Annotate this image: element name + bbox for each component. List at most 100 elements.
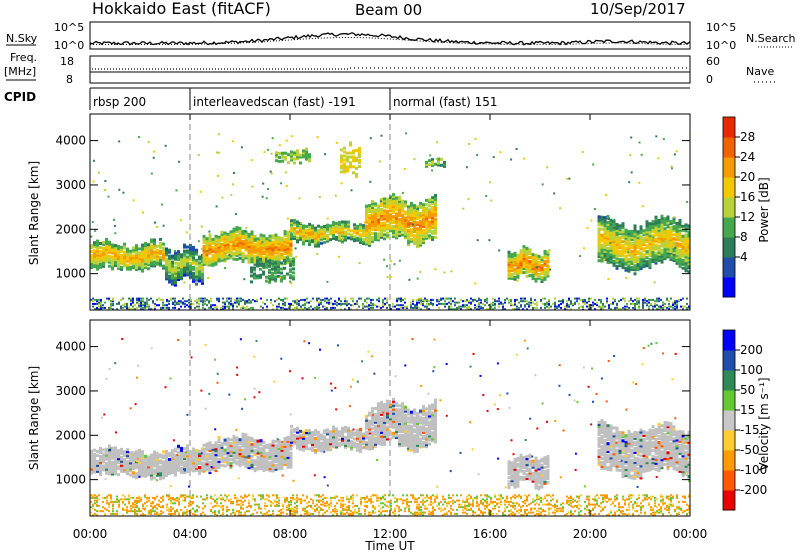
power-cell — [419, 203, 422, 207]
power-cell — [525, 246, 529, 250]
velocity-cell — [156, 467, 159, 471]
power-cell — [250, 256, 254, 260]
power-cell — [128, 297, 130, 300]
power-cell — [340, 164, 343, 168]
power-cell — [420, 302, 422, 305]
power-cell — [684, 261, 688, 265]
power-cell — [512, 304, 514, 307]
power-cell — [168, 276, 171, 280]
power-cell — [108, 246, 111, 250]
power-cell — [308, 153, 311, 157]
power-cell — [229, 234, 233, 238]
power-cell — [214, 250, 218, 254]
power-cell — [422, 298, 424, 301]
power-cell — [553, 192, 556, 195]
power-cell — [612, 253, 616, 257]
power-cell — [362, 228, 365, 232]
y-tick-label: 2000 — [55, 222, 86, 236]
velocity-cell — [174, 459, 177, 463]
power-cell — [624, 262, 628, 266]
power-cell — [104, 306, 106, 309]
power-cell — [612, 263, 616, 267]
velocity-cell — [250, 448, 254, 452]
power-cell — [195, 252, 198, 256]
power-cell — [537, 274, 541, 278]
power-cell — [531, 271, 535, 275]
power-cell — [174, 255, 177, 259]
power-cell — [416, 223, 419, 227]
power-cell — [365, 214, 368, 218]
power-cell — [419, 223, 422, 227]
velocity-cell — [159, 467, 162, 471]
power-cell — [102, 306, 104, 309]
power-cell — [392, 221, 395, 225]
power-cell — [288, 302, 290, 305]
power-cell — [507, 256, 511, 260]
power-cell — [420, 301, 422, 304]
velocity-cell — [244, 453, 248, 457]
velocity-cell — [277, 449, 281, 452]
velocity-cell — [189, 466, 192, 470]
velocity-cell — [180, 446, 183, 450]
power-cell — [358, 159, 361, 162]
power-cell — [498, 300, 500, 303]
velocity-cell — [335, 437, 338, 441]
power-cell — [156, 258, 159, 262]
power-cell — [152, 301, 154, 304]
velocity-cell — [177, 446, 180, 450]
power-cell — [177, 270, 180, 273]
power-cell — [150, 246, 153, 250]
power-cell — [416, 301, 418, 304]
velocity-cell — [262, 458, 266, 462]
velocity-cell — [141, 460, 144, 464]
power-cell — [265, 247, 269, 251]
power-cell — [648, 240, 652, 244]
power-cell — [407, 243, 410, 247]
power-cell — [135, 250, 138, 254]
power-cell — [299, 228, 302, 231]
power-cell — [678, 300, 680, 303]
power-cell — [602, 306, 604, 309]
power-cell — [189, 243, 192, 247]
velocity-cell — [177, 460, 180, 464]
power-cell — [606, 239, 610, 242]
power-cell — [630, 298, 632, 301]
velocity-cell — [335, 441, 338, 445]
power-cell — [305, 225, 308, 228]
power-cell — [668, 305, 670, 308]
power-cell — [422, 203, 425, 207]
velocity-cell — [159, 477, 162, 481]
power-cell — [159, 249, 162, 253]
power-cell — [290, 227, 293, 231]
power-cell — [645, 234, 649, 238]
power-cell — [675, 259, 679, 263]
velocity-cell — [180, 462, 183, 466]
power-cell — [302, 232, 305, 236]
power-cell — [238, 230, 242, 234]
power-cell — [620, 308, 622, 310]
power-cell — [525, 266, 529, 270]
velocity-cell — [192, 455, 195, 459]
velocity-cell — [265, 455, 269, 459]
power-cell — [274, 257, 278, 261]
power-cell — [546, 256, 550, 260]
power-cell — [265, 241, 269, 245]
power-cell — [226, 250, 230, 254]
power-cell — [326, 233, 329, 237]
velocity-cell — [223, 452, 227, 456]
power-cell — [627, 265, 631, 269]
power-cell — [657, 220, 661, 224]
power-cell — [603, 228, 607, 231]
power-cell — [612, 227, 616, 231]
power-cell — [124, 302, 126, 305]
power-cell — [280, 252, 284, 256]
power-cell — [674, 301, 676, 304]
power-cell — [160, 298, 162, 301]
velocity-cell — [150, 465, 153, 469]
power-cell — [192, 253, 195, 257]
power-cell — [642, 300, 644, 303]
power-cell — [196, 305, 198, 308]
velocity-cell — [247, 452, 251, 456]
velocity-cell — [180, 460, 183, 464]
power-cell — [183, 265, 186, 269]
